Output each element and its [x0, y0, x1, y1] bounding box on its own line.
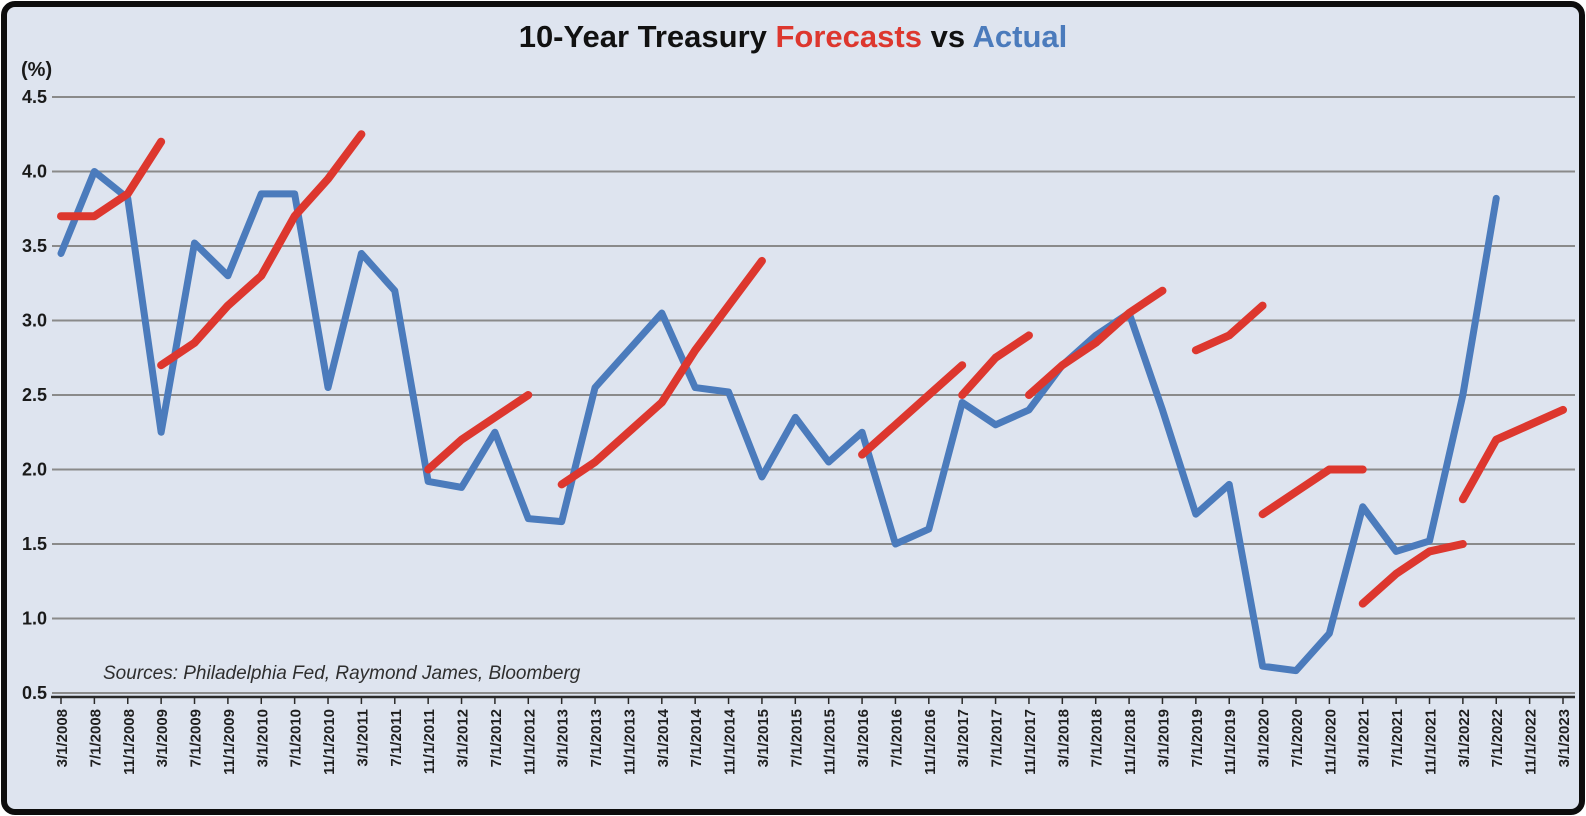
chart-title-forecasts-word: Forecasts: [775, 19, 922, 54]
x-tick-label: 7/1/2010: [288, 709, 305, 767]
x-tick-label: 3/1/2019: [1155, 709, 1172, 767]
chart-title-main: 10-Year Treasury: [518, 19, 776, 54]
x-tick-label: 3/1/2010: [254, 709, 271, 767]
x-tick-label: 11/1/2022: [1523, 709, 1540, 775]
x-tick-label: 7/1/2019: [1189, 709, 1206, 767]
x-tick-label: 3/1/2015: [755, 709, 772, 767]
x-tick-label: 3/1/2009: [154, 709, 171, 767]
x-tick-label: 3/1/2013: [555, 709, 572, 767]
chart-title-vs-word: vs: [921, 19, 973, 54]
y-tick-label: 3.0: [22, 311, 47, 331]
forecast-segments: [57, 130, 1567, 608]
x-tick-label: 3/1/2022: [1456, 709, 1473, 767]
x-tick-label: 7/1/2009: [188, 709, 205, 767]
x-tick-label: 11/1/2018: [1122, 709, 1139, 775]
x-tick-label: 11/1/2015: [822, 709, 839, 775]
y-tick-label: 4.0: [22, 162, 47, 182]
x-tick-label: 7/1/2015: [788, 709, 805, 767]
x-tick-label: 7/1/2008: [87, 709, 104, 767]
forecast-segment: [557, 256, 766, 489]
y-axis-tick-labels: 4.5 4.0 3.5 3.0 2.5 2.0 1.5 1.0 0.5: [22, 87, 47, 703]
x-tick-label: 7/1/2022: [1489, 709, 1506, 767]
y-tick-label: 3.5: [22, 236, 47, 256]
x-tick-label: 3/1/2023: [1556, 709, 1573, 767]
x-tick-label: 3/1/2018: [1055, 709, 1072, 767]
x-tick-label: 7/1/2012: [488, 709, 505, 767]
forecast-segment: [1191, 301, 1267, 355]
x-tick-label: 7/1/2021: [1389, 709, 1406, 767]
forecast-segment: [1258, 465, 1367, 519]
x-tick-label: 11/1/2008: [121, 709, 138, 775]
x-tick-label: 7/1/2020: [1289, 709, 1306, 767]
x-tick-label: 3/1/2017: [955, 709, 972, 767]
y-tick-label: 1.5: [22, 534, 47, 554]
x-tick-label: 11/1/2019: [1222, 709, 1239, 775]
x-tick-label: 3/1/2008: [54, 709, 71, 767]
x-tick-label: 7/1/2017: [989, 709, 1006, 767]
forecast-segment: [1024, 286, 1167, 399]
line-chart-plot-area: 4.5 4.0 3.5 3.0 2.5 2.0 1.5 1.0 0.5 3/1/2008 7/1/2…: [22, 87, 1575, 775]
forecast-segment: [1458, 405, 1567, 504]
y-axis-unit-label: (%): [21, 59, 53, 81]
y-tick-label: 1.0: [22, 609, 47, 629]
x-tick-label: 3/1/2012: [455, 709, 472, 767]
x-tick-label: 11/1/2016: [922, 709, 939, 775]
x-tick-label: 11/1/2011: [421, 709, 438, 774]
x-tick-label: 3/1/2016: [855, 709, 872, 767]
x-tick-label: 3/1/2020: [1256, 709, 1273, 767]
chart-title-actual-word: Actual: [972, 19, 1068, 54]
x-tick-label: 11/1/2020: [1322, 709, 1339, 775]
x-tick-label: 11/1/2010: [321, 709, 338, 775]
x-tick-label: 11/1/2017: [1022, 709, 1039, 775]
x-tick-label: 11/1/2013: [621, 709, 638, 775]
forecast-segment: [157, 130, 366, 370]
x-tick-label: 7/1/2018: [1089, 709, 1106, 767]
forecast-segment: [858, 361, 967, 459]
x-tick-label: 7/1/2011: [388, 709, 405, 767]
gridlines: [52, 96, 1575, 694]
x-tick-label: 11/1/2021: [1422, 709, 1439, 775]
y-tick-label: 0.5: [22, 683, 47, 703]
x-tick-label: 7/1/2013: [588, 709, 605, 767]
chart-title: 10-Year Treasury Forecasts vs Actual: [7, 19, 1579, 55]
y-tick-label: 4.5: [22, 87, 47, 107]
y-tick-label: 2.0: [22, 460, 47, 480]
forecast-segment: [1358, 540, 1467, 608]
forecast-segment: [958, 331, 1033, 399]
x-tick-label: 3/1/2014: [655, 708, 672, 767]
x-tick-label: 11/1/2012: [521, 709, 538, 775]
sources-note: Sources: Philadelphia Fed, Raymond James…: [103, 663, 581, 684]
forecast-segment: [424, 391, 533, 474]
forecast-segment: [57, 137, 166, 221]
x-axis: 3/1/2008 7/1/2008 11/1/2008 3/1/2009 7/1/200…: [51, 695, 1575, 775]
x-tick-label: 7/1/2016: [888, 709, 905, 767]
y-tick-label: 2.5: [22, 385, 47, 405]
x-tick-label: 3/1/2011: [354, 709, 371, 767]
x-tick-label: 3/1/2021: [1356, 709, 1373, 767]
actual-line: [57, 168, 1500, 675]
x-tick-label: 11/1/2014: [722, 708, 739, 775]
x-tick-label: 7/1/2014: [688, 708, 705, 767]
x-tick-label: 11/1/2009: [221, 709, 238, 775]
